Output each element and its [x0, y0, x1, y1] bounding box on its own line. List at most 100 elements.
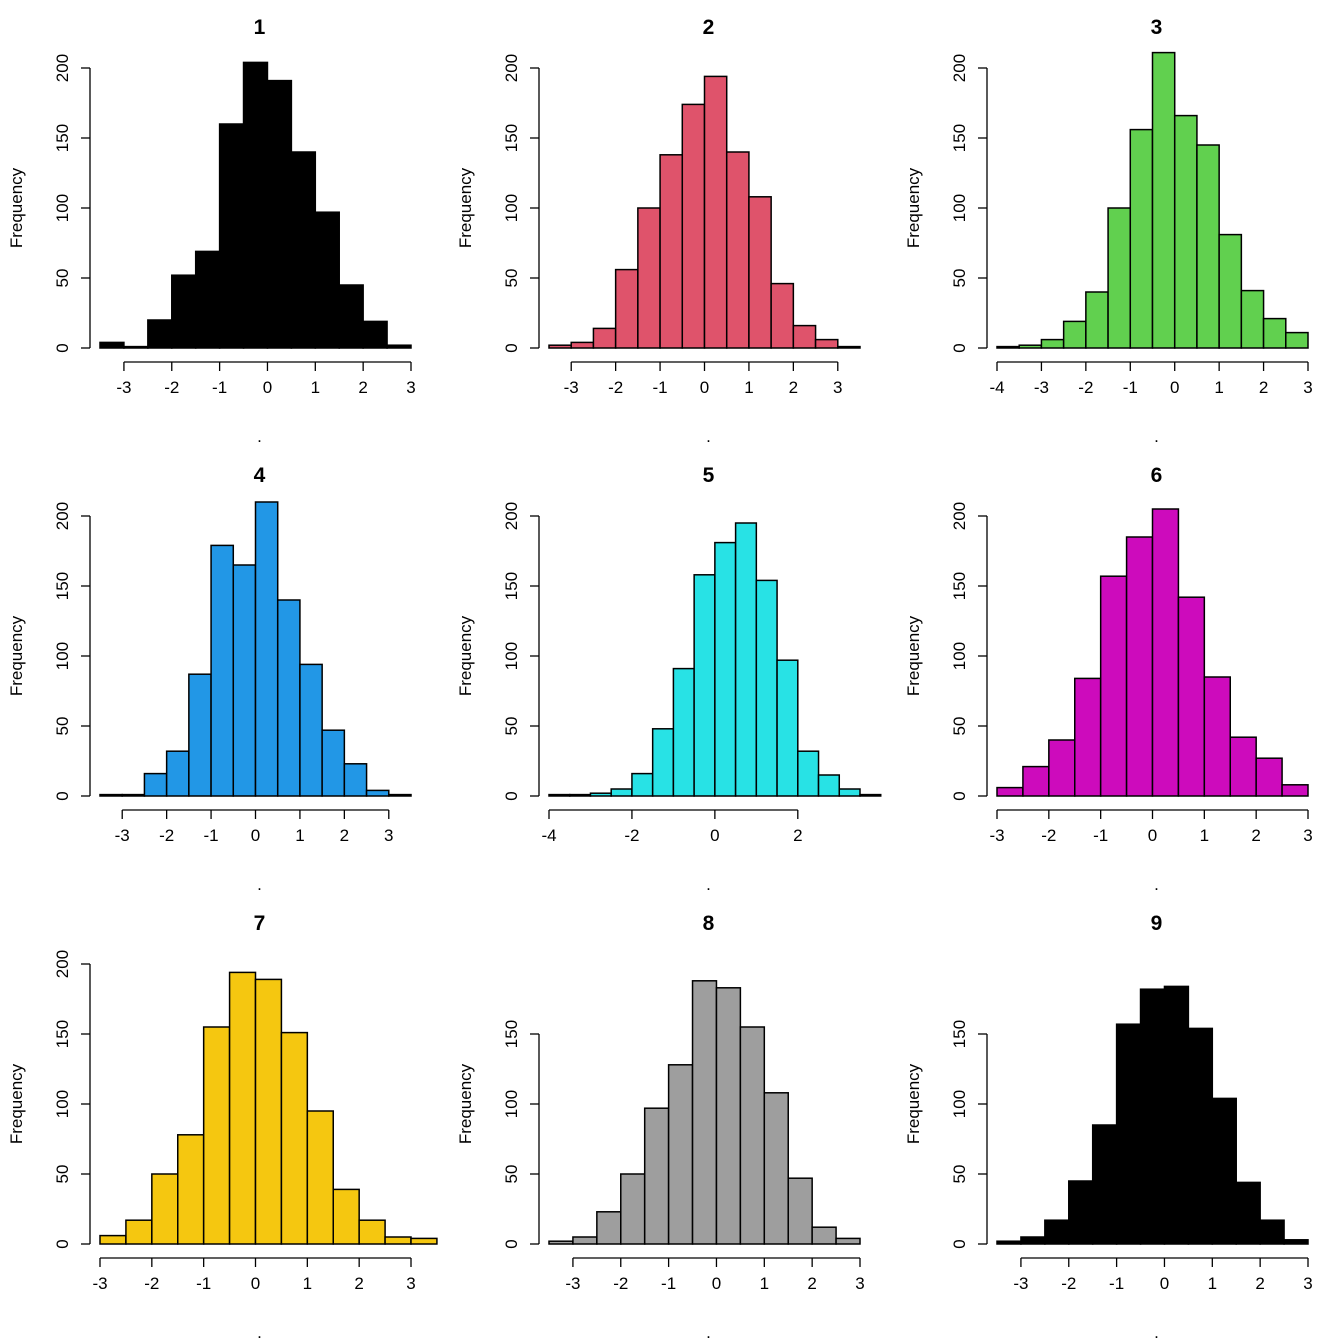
histogram-bar: [266, 79, 293, 349]
y-axis-label: Frequency: [456, 167, 475, 248]
histogram-bar: [570, 341, 595, 349]
y-axis-label: Frequency: [904, 167, 923, 248]
histogram-bar: [1139, 988, 1166, 1245]
x-tick-label: -4: [989, 378, 1004, 397]
histogram-bar: [1115, 1023, 1142, 1245]
histogram-bar: [365, 789, 390, 797]
histogram-panel-2: 2 -3 -2 -1 0 1 2 3. 0 50 100 150 200 Frequency: [456, 16, 861, 446]
y-tick-label: 50: [502, 1165, 521, 1184]
histogram-panel-6: 6 -3 -2 -1 0 1 2 3. 0 50 100 150 200 Frequency: [904, 464, 1313, 894]
histogram-bar: [210, 544, 235, 797]
y-tick-label: 0: [950, 343, 969, 352]
y-tick-label: 50: [53, 1165, 72, 1184]
y-axis-label: Frequency: [7, 1063, 26, 1144]
x-tick-label: 2: [793, 826, 802, 845]
x-tick-label: 0: [263, 378, 272, 397]
histogram-bar: [1022, 765, 1050, 797]
histogram-bar: [1125, 536, 1154, 797]
x-tick-label: -3: [1034, 378, 1049, 397]
x-tick-label: 2: [358, 378, 367, 397]
x-tick-label: 2: [340, 826, 349, 845]
histogram-bar: [125, 1219, 153, 1245]
histogram-bar: [1068, 1180, 1094, 1245]
histogram-bar: [996, 786, 1024, 797]
histogram-bar: [1062, 320, 1087, 349]
y-axis-label: Frequency: [456, 615, 475, 696]
histogram-bar: [817, 774, 841, 797]
x-tick-label: 1: [760, 1274, 769, 1293]
histogram-panel-1: 1 -3 -2 -1 0 1 2 3. 0 50 100 150 200 Frequency: [7, 16, 416, 446]
x-axis-label: .: [1154, 427, 1159, 446]
x-tick-label: -1: [653, 378, 668, 397]
x-tick-label: -2: [1061, 1274, 1076, 1293]
histogram-bar: [147, 319, 173, 349]
histogram-bar: [1177, 596, 1206, 797]
y-tick-label: 100: [502, 194, 521, 222]
x-tick-label: -3: [1013, 1274, 1028, 1293]
x-tick-label: -2: [1041, 826, 1056, 845]
x-axis-label: .: [1154, 875, 1159, 894]
histogram-bar: [1151, 508, 1180, 797]
histogram-bar: [165, 750, 190, 797]
histogram-bar: [548, 793, 571, 797]
x-tick-label: -3: [92, 1274, 107, 1293]
x-tick-label: 1: [1214, 378, 1223, 397]
x-tick-label: 1: [295, 826, 304, 845]
histogram-bar: [1255, 757, 1283, 797]
histogram-bar: [996, 1240, 1022, 1245]
x-tick-label: 1: [303, 1274, 312, 1293]
histogram-bar: [228, 971, 257, 1245]
histogram-bar: [739, 1026, 766, 1245]
histogram-bar: [610, 788, 633, 797]
histogram-bar: [620, 1173, 646, 1245]
histogram-bar: [548, 344, 572, 349]
x-tick-label: 1: [311, 378, 320, 397]
histogram-bar: [332, 1188, 360, 1245]
x-tick-label: 2: [1255, 1274, 1264, 1293]
y-tick-label: 200: [502, 54, 521, 82]
histogram-bar: [1283, 1239, 1309, 1245]
x-axis-label: .: [1154, 1323, 1159, 1342]
histogram-bar: [388, 793, 412, 797]
histogram-bar: [814, 338, 839, 349]
x-tick-label: -2: [1078, 378, 1093, 397]
histogram-bar: [1129, 128, 1154, 349]
x-tick-label: -3: [565, 1274, 580, 1293]
histogram-bar: [242, 61, 269, 349]
histogram-bar: [410, 1237, 438, 1245]
histogram-bar: [1281, 784, 1309, 797]
y-tick-label: 100: [53, 642, 72, 670]
panel-title: 6: [1151, 464, 1163, 487]
histogram-bar: [1099, 575, 1128, 797]
x-axis-label: .: [706, 1323, 711, 1342]
histogram-bar: [643, 1107, 670, 1245]
y-tick-label: 50: [950, 1165, 969, 1184]
histogram-bar: [1107, 207, 1132, 349]
x-tick-label: 2: [354, 1274, 363, 1293]
histogram-bar: [1196, 144, 1220, 349]
histogram-bar: [362, 320, 388, 349]
histogram-bar: [859, 793, 882, 797]
x-tick-label: 3: [384, 826, 393, 845]
y-tick-label: 150: [502, 124, 521, 152]
y-tick-label: 150: [950, 1020, 969, 1048]
y-tick-label: 0: [53, 791, 72, 800]
histogram-bar: [218, 123, 245, 349]
y-tick-label: 100: [53, 194, 72, 222]
histogram-bar: [306, 1110, 335, 1245]
panel-title: 3: [1151, 16, 1163, 39]
y-tick-label: 150: [502, 1020, 521, 1048]
x-tick-label: 3: [1303, 378, 1312, 397]
x-tick-label: 3: [855, 1274, 864, 1293]
histogram-bar: [1187, 1027, 1214, 1245]
y-tick-label: 50: [950, 717, 969, 736]
histogram-panel-3: 3 -4 -3 -2 -1 0 1 2 3. 0 50 100 150 200 Frequency: [904, 16, 1313, 446]
x-tick-label: 0: [1170, 378, 1179, 397]
histogram-bar: [651, 728, 675, 797]
y-tick-label: 150: [502, 572, 521, 600]
histogram-bar: [763, 1092, 789, 1245]
y-tick-label: 100: [950, 1090, 969, 1118]
histogram-bar: [734, 522, 758, 797]
x-tick-label: -1: [1123, 378, 1138, 397]
histogram-bar: [1074, 677, 1102, 797]
